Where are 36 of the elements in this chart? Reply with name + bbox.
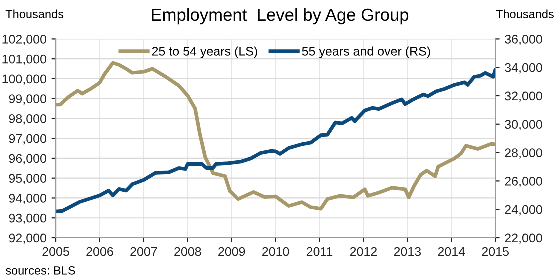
y2-axis-title: Thousands [496,10,554,18]
y-tick-label: 100,000 [2,74,46,86]
y2-tick-label: 24,000 [505,205,542,216]
x-tick-label: 2006 [86,247,114,256]
y-tick-label: 95,000 [9,174,46,184]
x-tick-label: 2008 [174,247,202,256]
source-note: sources: BLS [6,266,76,275]
y-tick-label: 94,000 [9,194,46,204]
y-tick-label: 98,000 [9,114,46,125]
x-tick-label: 2009 [218,247,246,256]
x-tick-label: 2011 [306,247,333,256]
y-tick-label: 96,000 [9,154,46,165]
y2-tick-label: 28,000 [505,148,542,159]
y-tick-label: 93,000 [9,214,46,224]
y-tick-label: 101,000 [2,54,46,66]
y2-tick-label: 22,000 [505,234,542,244]
y2-tick-label: 32,000 [505,92,542,102]
x-tick-label: 2012 [350,247,377,256]
y2-tick-label: 36,000 [505,35,542,46]
x-tick-label: 2005 [42,247,70,256]
x-tick-label: 2013 [394,247,422,256]
y2-tick-label: 34,000 [505,63,542,74]
y2-tick-label: 26,000 [505,177,542,188]
y-tick-label: 92,000 [9,234,46,244]
x-tick-label: 2010 [262,247,290,256]
x-tick-label: 2007 [130,247,158,256]
legend-label: 25 to 54 years (LS) [152,46,258,58]
chart-title: Employment Level by Age Group [152,8,409,25]
y2-tick-label: 30,000 [505,120,542,131]
x-tick-label: 2015 [482,247,509,256]
y-tick-label: 99,000 [9,94,46,105]
y-tick-label: 97,000 [9,134,46,145]
y-axis-title: Thousands [6,10,64,18]
y-tick-label: 102,000 [2,35,46,46]
legend-label: 55 years and over (RS) [302,46,430,58]
x-tick-label: 2014 [438,247,466,256]
